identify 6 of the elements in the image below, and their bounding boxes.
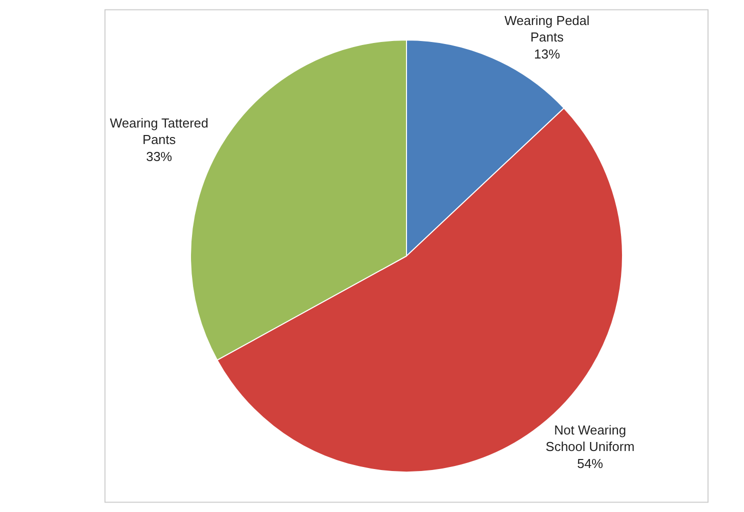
slice-label: Wearing Tattered Pants (110, 115, 208, 148)
data-label: 33% (146, 149, 173, 164)
data-label: 54% (577, 456, 604, 472)
slice-label: Not Wearing School Uniform (546, 422, 635, 454)
slice-label: Wearing Pedal Pants (504, 12, 590, 45)
data-label: 13% (534, 46, 560, 62)
